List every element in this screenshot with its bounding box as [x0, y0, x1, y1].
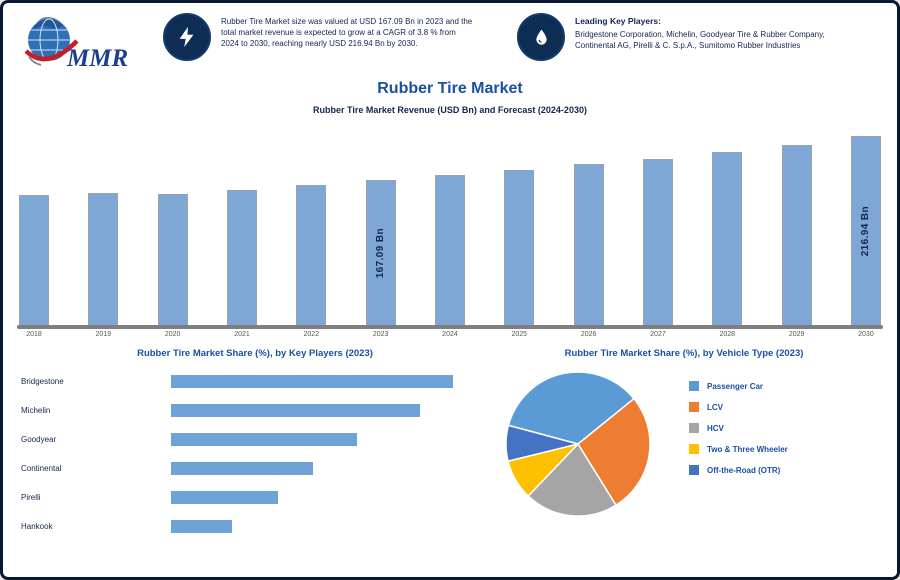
key-players-text-block: Leading Key Players: Bridgestone Corpora…: [575, 13, 847, 51]
legend-swatch: [689, 423, 699, 433]
vehicle-type-chart: Rubber Tire Market Share (%), by Vehicle…: [489, 348, 879, 549]
x-tick-2027: 2027: [650, 331, 666, 338]
hbar: [171, 404, 420, 417]
logo-text: MMR: [66, 45, 128, 72]
bar-2020: [157, 194, 188, 325]
hbar-row: Pirelli: [21, 491, 489, 504]
bottom-section: Rubber Tire Market Share (%), by Key Pla…: [3, 348, 897, 549]
bar-2029: [781, 145, 812, 325]
x-tick-2024: 2024: [442, 331, 458, 338]
vehicle-type-chart-title: Rubber Tire Market Share (%), by Vehicle…: [564, 348, 804, 359]
pie-chart: [499, 365, 657, 528]
legend-swatch: [689, 465, 699, 475]
bar-2027: [642, 159, 673, 325]
legend-swatch: [689, 444, 699, 454]
key-players-list: Bridgestone Corporation, Michelin, Goody…: [575, 29, 825, 51]
legend-item: Passenger Car: [689, 381, 788, 391]
x-tick-2019: 2019: [95, 331, 112, 338]
header: MMR Rubber Tire Market size was valued a…: [3, 3, 897, 78]
bar-2024: [434, 175, 465, 325]
x-tick-2025: 2025: [511, 331, 528, 338]
bar-2019: [88, 193, 119, 325]
x-tick-2029: 2029: [788, 331, 805, 338]
legend-swatch: [689, 381, 699, 391]
legend-item: HCV: [689, 423, 788, 433]
legend-item: Two & Three Wheeler: [689, 444, 788, 454]
pie-slice-2: [527, 442, 617, 517]
bar-value-label: 167.09 Bn: [375, 227, 387, 279]
bar-value-label: 216.94 Bn: [860, 205, 872, 257]
key-players-chart: Rubber Tire Market Share (%), by Key Pla…: [21, 348, 489, 549]
vbar-plot: 167.09 Bn 216.94 Bn: [17, 125, 883, 325]
key-players-chart-title: Rubber Tire Market Share (%), by Key Pla…: [137, 348, 373, 359]
legend-label: Passenger Car: [707, 381, 764, 391]
hbar-label: Bridgestone: [21, 377, 64, 386]
legend-label: HCV: [707, 423, 724, 433]
legend-item: LCV: [689, 402, 788, 412]
x-tick-2020: 2020: [164, 331, 181, 338]
hbar-label: Continental: [21, 464, 62, 473]
legend-item: Off-the-Road (OTR): [689, 465, 788, 475]
bar-2025: [504, 170, 535, 325]
pie-slice-1: [577, 397, 651, 507]
hbar-label: Goodyear: [21, 435, 57, 444]
hbar-rows: Bridgestone Michelin Goodyear Continental Pi…: [21, 375, 489, 533]
hbar-label: Michelin: [21, 406, 51, 415]
market-size-highlight: Rubber Tire Market size was valued at US…: [163, 13, 475, 61]
hbar-row: Bridgestone: [21, 375, 489, 388]
mmr-logo: MMR: [19, 13, 149, 78]
page-title: Rubber Tire Market: [377, 80, 523, 97]
hbar-label: Pirelli: [21, 493, 41, 502]
key-players-title: Leading Key Players:: [575, 16, 661, 26]
x-tick-2021: 2021: [234, 331, 250, 338]
mmr-logo-graphic: MMR: [24, 17, 128, 72]
hbar-label: Hankook: [21, 522, 53, 531]
x-tick-2022: 2022: [303, 331, 320, 338]
bar-2028: [712, 152, 743, 325]
chart-subtitle: Rubber Tire Market Revenue (USD Bn) and …: [313, 105, 587, 115]
legend-swatch: [689, 402, 699, 412]
pie-slice-0: [507, 371, 636, 445]
x-tick-2030: 2030: [858, 331, 874, 338]
hbar-row: Continental: [21, 462, 489, 475]
x-tick-2028: 2028: [719, 331, 736, 338]
pie-area: Passenger Car LCV HCV Two & Three Wheeler Of…: [489, 365, 879, 528]
x-tick-2023: 2023: [372, 331, 389, 338]
hbar: [171, 491, 278, 504]
bar-2022: [296, 185, 327, 325]
pie-legend: Passenger Car LCV HCV Two & Three Wheeler Of…: [689, 381, 788, 486]
hbar-row: Goodyear: [21, 433, 489, 446]
hbar-row: Hankook: [21, 520, 489, 533]
hbar: [171, 462, 313, 475]
hbar: [171, 375, 453, 388]
market-size-text: Rubber Tire Market size was valued at US…: [221, 17, 473, 49]
bar-2021: [226, 190, 257, 325]
vbar-ticks: 2018 2019 2020 2021 2022 2023 2024 2025 2026 2027…: [17, 329, 883, 338]
bar-2023: 167.09 Bn: [365, 180, 396, 325]
hbar: [171, 433, 357, 446]
bar-2026: [573, 164, 604, 325]
legend-label: LCV: [707, 402, 723, 412]
bar-2030: 216.94 Bn: [850, 136, 881, 325]
x-tick-2018: 2018: [26, 331, 42, 338]
lightning-icon: [163, 13, 211, 61]
hbar: [171, 520, 232, 533]
drop-icon: [517, 13, 565, 61]
revenue-bar-chart: 167.09 Bn 216.94 Bn 2018 2019 2020 2021 2022 2…: [17, 125, 883, 338]
bar-2018: [19, 195, 49, 325]
legend-label: Off-the-Road (OTR): [707, 465, 781, 475]
legend-label: Two & Three Wheeler: [707, 444, 788, 454]
x-axis-line: [17, 325, 883, 329]
key-players-highlight: Leading Key Players: Bridgestone Corpora…: [517, 13, 847, 61]
hbar-row: Michelin: [21, 404, 489, 417]
pie-slice-4: [505, 424, 579, 463]
x-tick-2026: 2026: [580, 331, 597, 338]
